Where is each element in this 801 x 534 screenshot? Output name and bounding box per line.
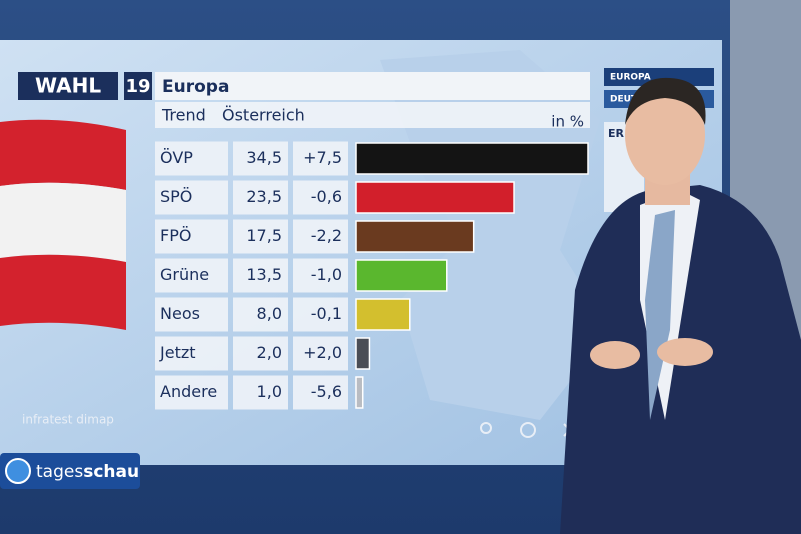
flag [0, 119, 126, 330]
category-label: Jetzt [159, 343, 196, 362]
cell [233, 375, 288, 410]
brand-box [18, 72, 118, 100]
category-label: Andere [160, 382, 217, 401]
presenter [560, 77, 801, 534]
side-tab-label: EUROPA [610, 73, 651, 83]
cell [293, 180, 348, 215]
change-label: +7,5 [303, 148, 342, 167]
bar [355, 376, 364, 409]
logo: tagesschau [36, 462, 139, 482]
logo-icon [5, 458, 31, 484]
cell [233, 258, 288, 293]
cell [293, 336, 348, 371]
logo-box [0, 453, 140, 489]
bar [355, 337, 371, 370]
value-label: 1,0 [257, 382, 282, 401]
cell [233, 141, 288, 176]
bar [355, 298, 411, 331]
brand: WAHL [35, 74, 101, 98]
subtitle-left: Trend [161, 106, 206, 125]
cell [155, 219, 228, 254]
value-label: 8,0 [257, 304, 282, 323]
cell [293, 375, 348, 410]
cell [233, 336, 288, 371]
category-label: FPÖ [160, 226, 191, 245]
bar [355, 181, 515, 214]
change-label: -1,0 [311, 265, 342, 284]
source: infratest dimap [22, 413, 114, 427]
change-label: -2,2 [311, 226, 342, 245]
cell [233, 180, 288, 215]
category-label: ÖVP [160, 148, 193, 167]
change-label: +2,0 [303, 343, 342, 362]
unit: in % [551, 113, 584, 131]
bar [355, 142, 589, 175]
change-label: -0,6 [311, 187, 342, 206]
cell [293, 297, 348, 332]
side-tab-label: ER [608, 127, 625, 140]
change-label: -5,6 [311, 382, 342, 401]
category-label: Neos [160, 304, 200, 323]
side-tab-label: DEUTS [610, 95, 644, 105]
brand-year: 19 [125, 76, 150, 97]
value-label: 13,5 [246, 265, 282, 284]
subtitle: Österreich [222, 106, 305, 125]
brand-year-box [124, 72, 152, 100]
cell [293, 141, 348, 176]
value-label: 34,5 [246, 148, 282, 167]
value-label: 23,5 [246, 187, 282, 206]
value-label: 17,5 [246, 226, 282, 245]
subtitle-strip [155, 102, 590, 128]
cell [155, 297, 228, 332]
chart-rows: ÖVP 34,5 +7,5 SPÖ 23,5 -0,6 FPÖ 17,5 -2,2 Grüne 13… [155, 141, 589, 410]
cell [155, 141, 228, 176]
cell [155, 180, 228, 215]
change-label: -0,1 [311, 304, 342, 323]
category-label: Grüne [160, 265, 209, 284]
bar [355, 220, 475, 253]
logo-a: tages [36, 462, 83, 482]
cell [155, 258, 228, 293]
chart-title: Europa [162, 77, 229, 97]
value-label: 2,0 [257, 343, 282, 362]
bar [355, 259, 448, 292]
logo-b: schau [83, 462, 139, 482]
category-label: SPÖ [160, 187, 192, 206]
title-strip [155, 72, 590, 100]
cell [293, 258, 348, 293]
cell [293, 219, 348, 254]
cell [233, 219, 288, 254]
cell [155, 375, 228, 410]
cell [155, 336, 228, 371]
cell [233, 297, 288, 332]
